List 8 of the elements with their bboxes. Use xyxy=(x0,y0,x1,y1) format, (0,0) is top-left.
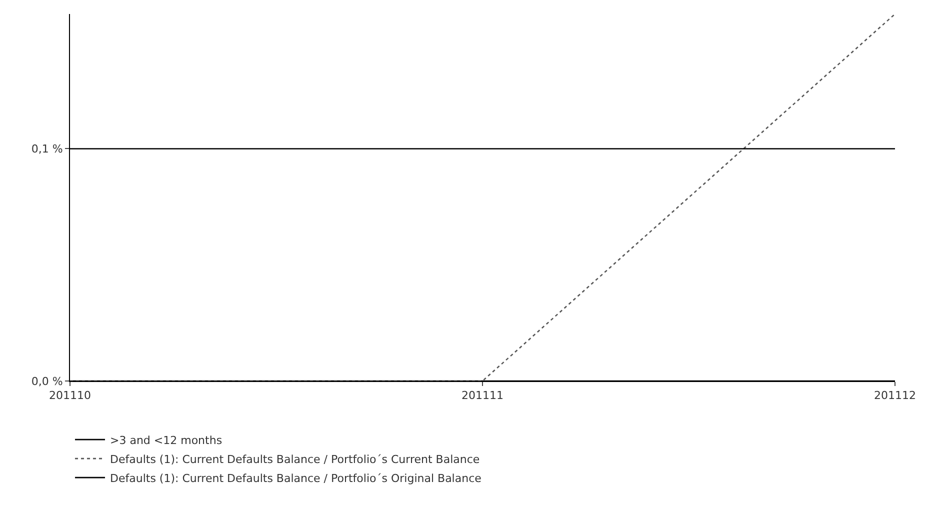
x-tick-label: 201112 xyxy=(874,389,916,402)
y-tick-label: 0,1 % xyxy=(31,142,63,156)
y-tick-label: 0,0 % xyxy=(31,374,63,388)
x-tick-label: 201110 xyxy=(49,389,91,402)
x-tick-label: 201111 xyxy=(462,389,504,402)
legend-label: >3 and <12 months xyxy=(110,434,222,447)
legend-label: Defaults (1): Current Defaults Balance / Portfolio´s Current Balance xyxy=(110,452,480,466)
legend-label: Defaults (1): Current Defaults Balance / Portfolio´s Original Balance xyxy=(110,472,482,485)
